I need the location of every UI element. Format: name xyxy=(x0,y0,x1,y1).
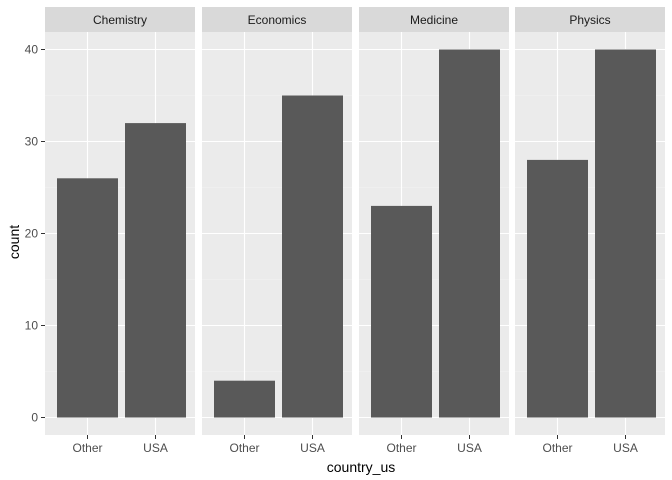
facet-strip xyxy=(359,7,509,32)
y-tick-label: 30 xyxy=(25,135,39,149)
bar-medicine-other xyxy=(371,205,432,418)
x-tick-label: USA xyxy=(143,441,168,455)
bar-physics-other xyxy=(527,159,588,418)
facet-strip xyxy=(45,7,195,32)
bar-chemistry-other xyxy=(57,178,118,418)
bar-economics-usa xyxy=(282,95,343,418)
x-tick-label: Other xyxy=(229,441,259,455)
x-tick-label: USA xyxy=(300,441,325,455)
facet-strip xyxy=(515,7,665,32)
x-tick-label: Other xyxy=(72,441,102,455)
y-tick-label: 0 xyxy=(31,411,38,425)
facet-medicine: Medicine Other USA xyxy=(359,7,509,455)
x-tick-label: Other xyxy=(386,441,416,455)
y-axis-title: count xyxy=(6,225,22,259)
y-tick-label: 10 xyxy=(25,319,39,333)
x-tick-label: USA xyxy=(457,441,482,455)
bar-physics-usa xyxy=(595,49,656,418)
y-tick-label: 40 xyxy=(25,43,39,57)
bar-economics-other xyxy=(214,380,275,418)
bar-chemistry-usa xyxy=(125,123,186,418)
bar-medicine-usa xyxy=(439,49,500,418)
facet-chemistry: Chemistry Other USA xyxy=(45,7,195,455)
x-tick-label: USA xyxy=(613,441,638,455)
y-tick-label: 20 xyxy=(25,227,39,241)
facet-strip-label: Medicine xyxy=(410,13,458,27)
facet-strip xyxy=(202,7,352,32)
y-axis: 0 10 20 30 40 xyxy=(25,43,45,425)
facet-strip-label: Chemistry xyxy=(93,13,147,27)
x-axis-title: country_us xyxy=(327,459,395,475)
facet-physics: Physics Other USA xyxy=(515,7,665,455)
x-tick-label: Other xyxy=(542,441,572,455)
facet-strip-label: Economics xyxy=(248,13,307,27)
facet-economics: Economics Other USA xyxy=(202,7,352,455)
facet-strip-label: Physics xyxy=(569,13,610,27)
